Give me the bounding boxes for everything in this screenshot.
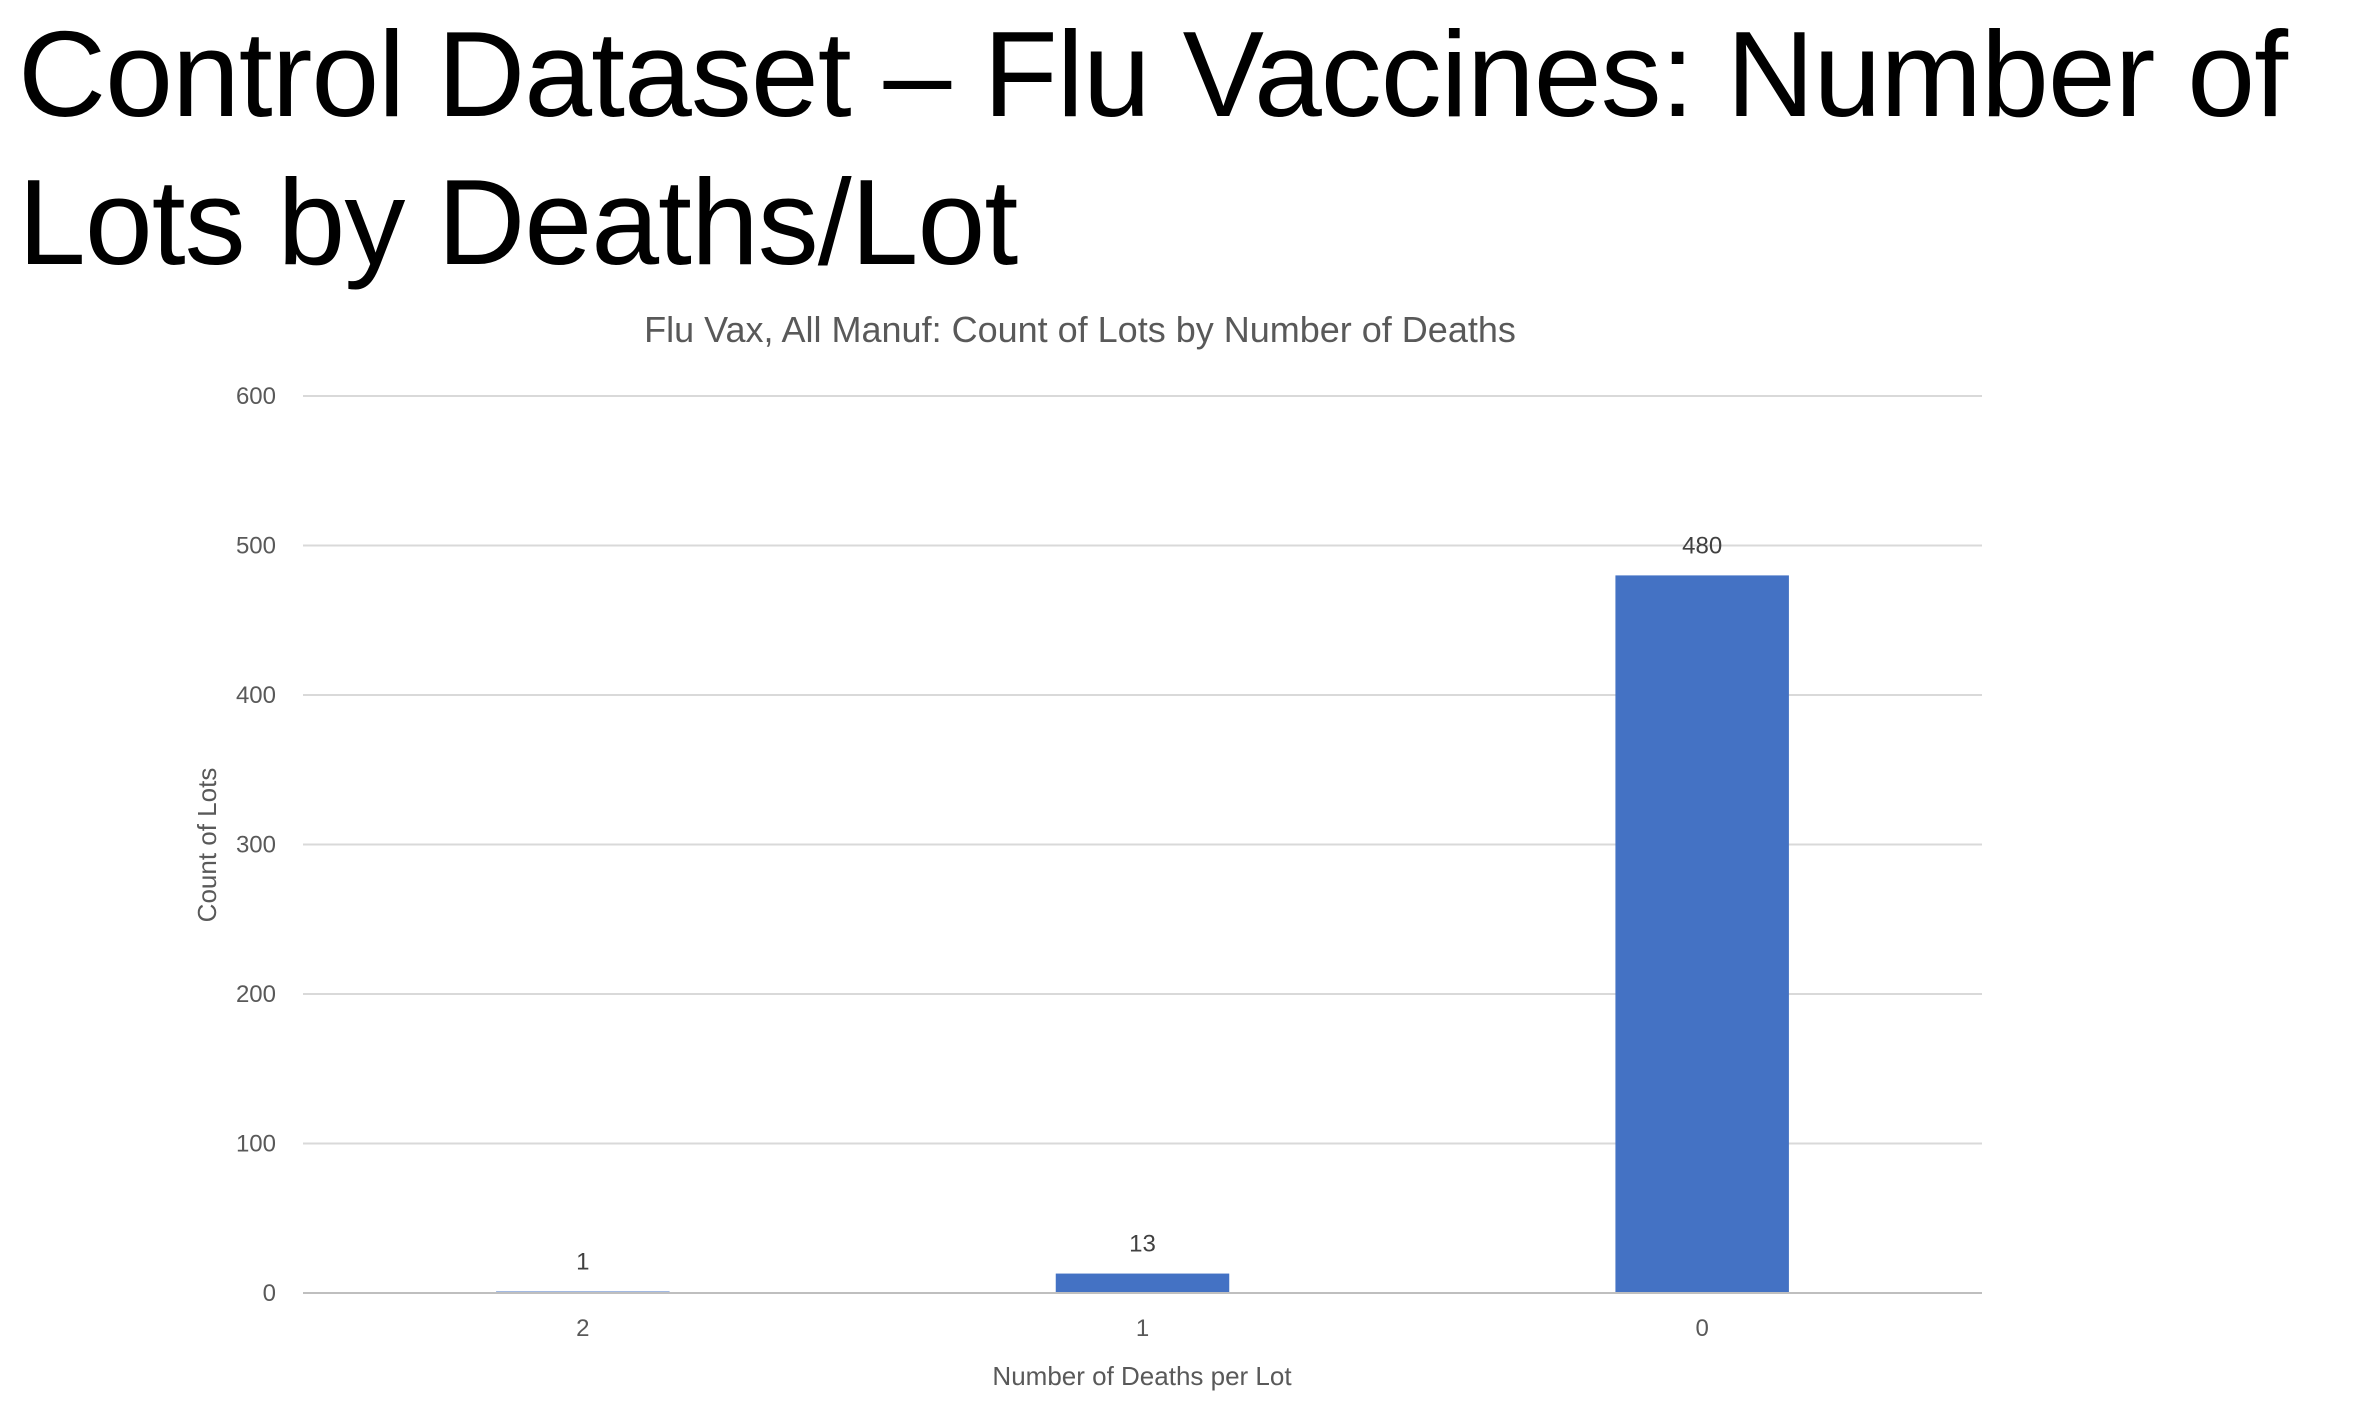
bar — [1615, 575, 1789, 1293]
x-axis-ticks: 2 1 0 — [576, 1315, 1709, 1342]
data-label: 1 — [576, 1249, 589, 1276]
data-label: 13 — [1129, 1231, 1156, 1258]
bars — [496, 575, 1789, 1293]
y-axis-ticks: 0 100 200 300 400 500 600 — [236, 383, 276, 1307]
y-tick-label: 200 — [236, 981, 276, 1008]
x-tick-label: 0 — [1695, 1315, 1708, 1342]
y-tick-label: 500 — [236, 533, 276, 560]
bar — [1055, 1273, 1230, 1293]
y-tick-label: 300 — [236, 832, 276, 859]
y-axis-title: Count of Lots — [192, 768, 222, 923]
x-tick-label: 2 — [576, 1315, 589, 1342]
y-tick-label: 100 — [236, 1131, 276, 1158]
x-axis-title: Number of Deaths per Lot — [992, 1361, 1292, 1391]
x-tick-label: 1 — [1136, 1315, 1149, 1342]
y-tick-label: 400 — [236, 682, 276, 709]
y-tick-label: 0 — [263, 1280, 276, 1307]
data-label: 480 — [1682, 532, 1722, 559]
chart-title: Flu Vax, All Manuf: Count of Lots by Num… — [644, 309, 1516, 350]
slide-title: Control Dataset – Flu Vaccines: Number o… — [18, 6, 2288, 290]
data-labels: 1 13 480 — [576, 532, 1722, 1275]
y-tick-label: 600 — [236, 383, 276, 410]
